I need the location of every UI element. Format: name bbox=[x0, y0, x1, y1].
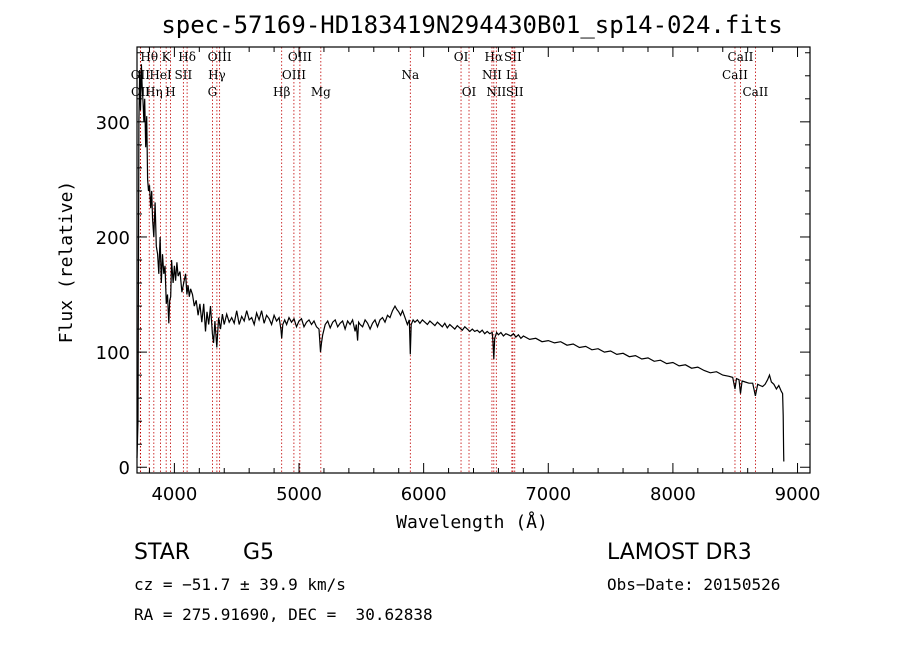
line-label: Hβ bbox=[273, 85, 290, 99]
line-label: Hη bbox=[145, 85, 163, 99]
axis-ticks: 4000 5000 6000 7000 8000 9000 0 100 200 300 bbox=[96, 47, 821, 505]
line-label: SII bbox=[506, 85, 524, 99]
survey-name: LAMOST DR3 bbox=[607, 540, 752, 565]
y-axis-label: Flux (relative) bbox=[56, 181, 77, 344]
line-label: CaII bbox=[728, 50, 754, 64]
y-tick-label: 200 bbox=[96, 228, 130, 249]
line-label: Hγ bbox=[208, 68, 226, 82]
y-tick-label: 100 bbox=[96, 343, 130, 364]
coordinates: RA = 275.91690, DEC = 30.62838 bbox=[134, 605, 433, 624]
line-label: G bbox=[208, 85, 218, 99]
x-tick-label: 9000 bbox=[775, 484, 821, 505]
line-label: OI bbox=[454, 50, 469, 64]
line-label: CaII bbox=[722, 68, 748, 82]
y-tick-label: 0 bbox=[119, 458, 130, 479]
x-tick-label: 6000 bbox=[401, 484, 447, 505]
line-label: OI bbox=[462, 85, 477, 99]
line-label: Mg bbox=[311, 85, 331, 99]
flux-series-line bbox=[136, 64, 785, 462]
observation-date: Obs−Date: 20150526 bbox=[607, 575, 781, 594]
line-label: H bbox=[165, 85, 175, 99]
x-axis-label: Wavelength (Å) bbox=[396, 511, 548, 533]
line-label: Hθ bbox=[140, 50, 158, 64]
line-label: K bbox=[162, 50, 172, 64]
line-label: NII bbox=[482, 68, 502, 82]
line-label: CaII bbox=[742, 85, 768, 99]
x-tick-label: 8000 bbox=[650, 484, 696, 505]
object-subclass: G5 bbox=[243, 540, 275, 565]
x-tick-label: 4000 bbox=[151, 484, 197, 505]
redshift-velocity: cz = −51.7 ± 39.9 km/s bbox=[134, 575, 346, 594]
line-label: Li bbox=[506, 68, 518, 82]
line-label: HeI bbox=[149, 68, 172, 82]
line-label: Hα bbox=[485, 50, 504, 64]
line-label: NII bbox=[486, 85, 506, 99]
line-label: SII bbox=[175, 68, 193, 82]
x-tick-label: 5000 bbox=[276, 484, 322, 505]
x-tick-label: 7000 bbox=[525, 484, 571, 505]
chart-title: spec-57169-HD183419N294430B01_sp14-024.f… bbox=[161, 11, 782, 39]
line-label: OIII bbox=[288, 50, 312, 64]
object-class: STAR bbox=[134, 540, 191, 565]
y-tick-label: 300 bbox=[96, 113, 130, 134]
plot-frame bbox=[136, 46, 811, 474]
line-label: OIII bbox=[208, 50, 232, 64]
line-label: Hδ bbox=[178, 50, 196, 64]
line-label: Na bbox=[401, 68, 419, 82]
line-label: SII bbox=[504, 50, 522, 64]
line-label: OIII bbox=[282, 68, 306, 82]
